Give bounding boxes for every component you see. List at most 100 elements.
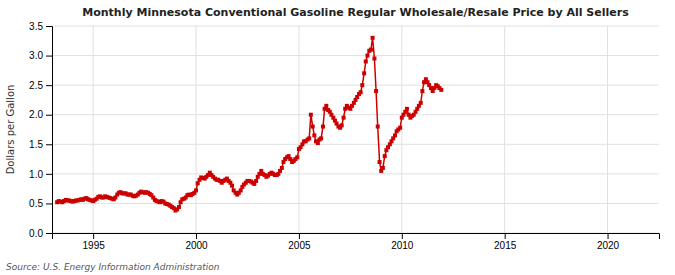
marker [439,88,443,92]
marker [365,54,369,58]
marker [230,184,234,188]
title: Monthly Minnesota Conventional Gasoline … [82,6,629,19]
x-axis-tick-mark [196,233,197,239]
y-axis-tick-label: 2.5 [29,80,43,91]
x-axis: 1995 2000 2005 2010 2015 2020 [53,233,660,251]
marker [321,125,325,129]
x-axis-tick: 2020 [597,233,620,251]
marker [295,155,299,159]
x-axis-tick-mark [402,233,403,239]
plot-area: 1995 2000 2005 2010 2015 2020 0.0 0.5 1.0 1.5 2.0 2… [29,21,659,251]
marker [196,181,200,185]
marker [374,89,378,93]
marker [405,107,409,111]
marker [254,179,258,183]
y-axis-tick-mark [46,26,52,27]
y-grid-line [52,55,659,56]
y-grid-line [52,203,659,204]
y-axis-tick-label: 3.5 [29,21,43,32]
line [57,38,441,211]
x-axis-tick-mark [505,233,506,239]
y-axis-tick-mark [46,144,52,145]
y-grid-line [52,173,659,174]
y-axis-tick-label: 2.0 [29,109,43,120]
marker [194,188,198,192]
x-axis-tick-label: 1995 [83,240,106,251]
y-axis-tick-mark [46,56,52,57]
x-grid-line [196,26,197,233]
y-axis-title: Dollars per Gallon [5,85,16,175]
chart: 1995 2000 2005 2010 2015 2020 0.0 0.5 1.0 1.5 2.0 2… [0,0,675,275]
marker [311,125,315,129]
grid [52,26,659,233]
marker [398,126,402,130]
y-axis-tick: 3.5 [29,21,52,32]
y-axis-tick-mark [46,233,52,234]
x-axis-tick-label: 2000 [185,240,208,251]
x-grid-line [607,26,608,233]
marker [364,59,368,63]
marker [369,48,373,52]
marker [362,71,366,75]
marker [372,57,376,61]
marker [419,101,423,105]
marker [420,89,424,93]
y-axis-tick-mark [46,174,52,175]
x-grid-line [504,26,505,233]
x-axis-tick-mark [93,233,94,239]
marker [316,141,320,145]
x-axis-tick-mark [299,233,300,239]
x-axis-tick: 1995 [83,233,106,251]
y-axis-tick-mark [46,115,52,116]
x-axis-tick-label: 2010 [391,240,414,251]
x-grid-line [298,26,299,233]
y-axis-tick: 2.5 [29,80,52,91]
marker [393,133,397,137]
x-axis-tick: 2000 [185,233,208,251]
x-axis-tick-label: 2020 [597,240,620,251]
marker [371,36,375,40]
marker [307,136,311,140]
y-axis-tick: 3.0 [29,50,52,61]
marker [360,83,364,87]
marker [381,166,385,170]
x-axis-tick: 2005 [288,233,311,251]
y-axis-tick: 2.0 [29,109,52,120]
marker [312,133,316,137]
marker [376,125,380,129]
y-grid-line [52,26,659,27]
y-grid-line [52,85,659,86]
marker [319,136,323,140]
y-grid-line [52,114,659,115]
x-axis-line [53,234,660,240]
y-axis-tick-mark [46,85,52,86]
y-axis-tick: 1.0 [29,169,52,180]
y-axis-tick-label: 0.5 [29,198,43,209]
marker [280,166,284,170]
series [55,36,443,213]
y-axis-tick: 0.5 [29,198,52,209]
y-axis-tick-label: 1.5 [29,139,43,150]
y-axis-tick: 1.5 [29,139,52,150]
annotation: Source: U.S. Energy Information Administ… [6,262,220,272]
y-axis-tick-mark [46,203,52,204]
marker [177,205,181,209]
y-axis-tick-label: 3.0 [29,50,43,61]
marker [309,113,313,117]
y-axis: 0.0 0.5 1.0 1.5 2.0 2.5 3.0 3.5 [29,21,52,239]
marker [383,154,387,158]
x-axis-tick: 2015 [494,233,517,251]
x-axis-tick-label: 2005 [288,240,311,251]
marker [378,160,382,164]
marker [340,123,344,127]
marker [324,104,328,108]
y-axis-tick-label: 1.0 [29,169,43,180]
x-axis-tick: 2010 [391,233,414,251]
y-grid-line [52,144,659,145]
y-axis-tick-label: 0.0 [29,228,43,239]
marker [359,90,363,94]
marker [239,188,243,192]
x-axis-tick-label: 2015 [494,240,517,251]
y-axis-line [46,27,53,234]
x-axis-tick-mark [608,233,609,239]
